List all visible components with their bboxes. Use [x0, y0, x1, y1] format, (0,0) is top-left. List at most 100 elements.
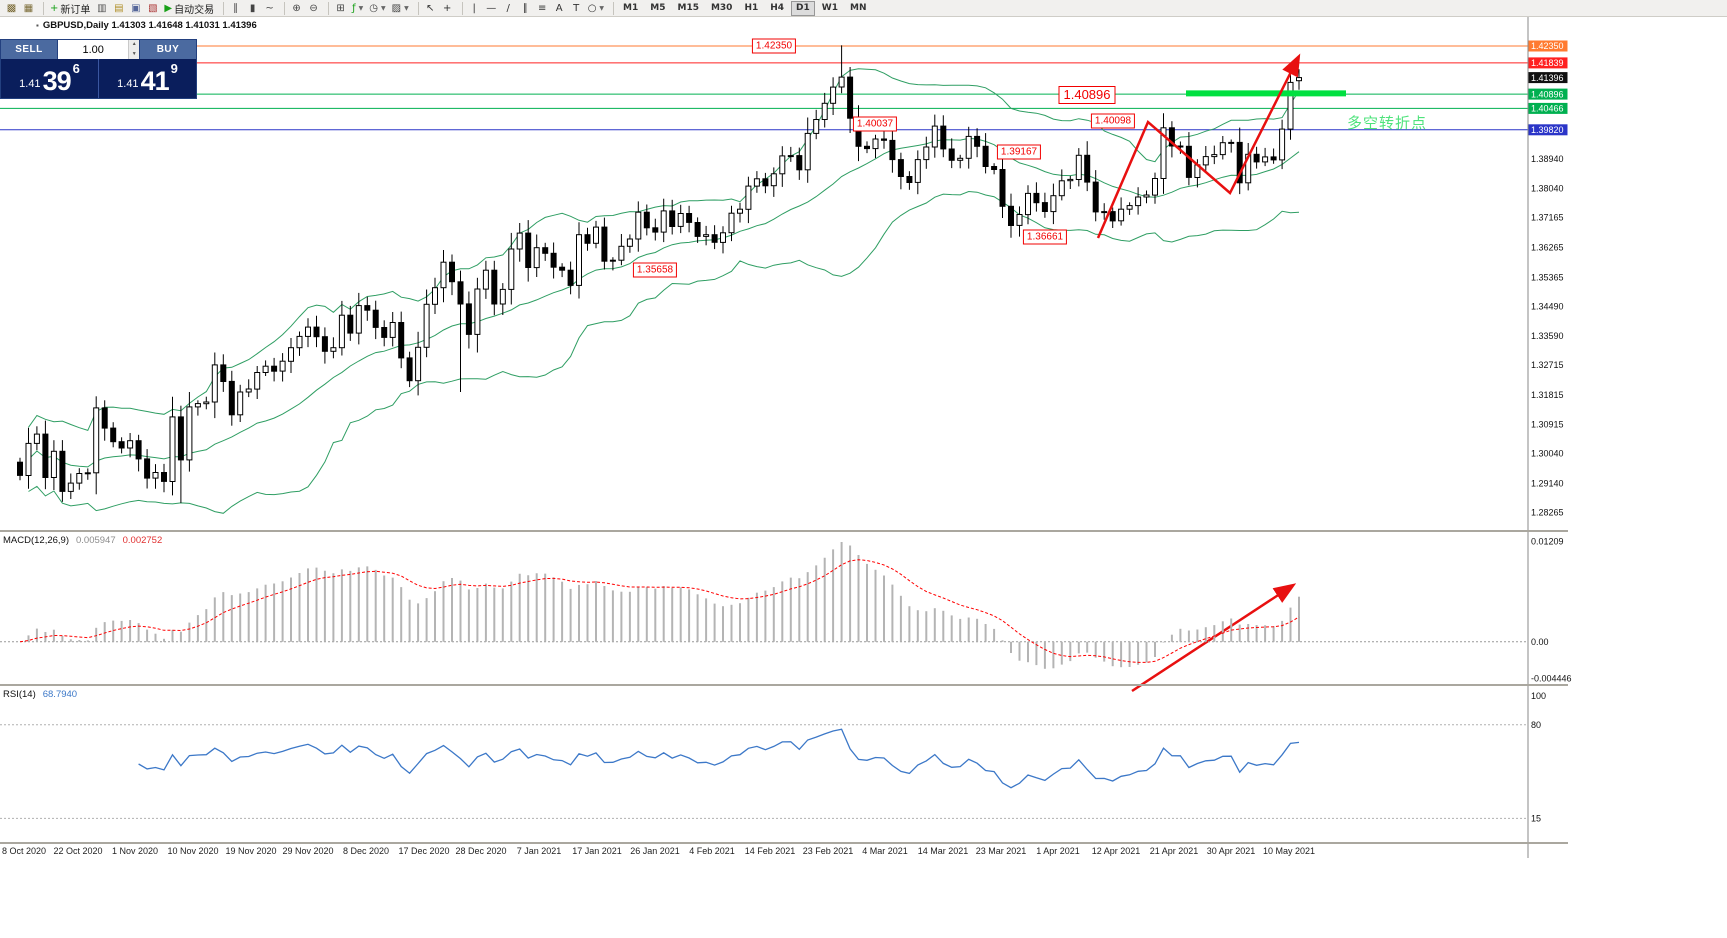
- price-annotation-1.39167[interactable]: 1.39167: [996, 144, 1042, 160]
- timeframe-d1[interactable]: D1: [791, 0, 815, 16]
- toolbar-separator: [610, 1, 615, 15]
- tile-windows-icon[interactable]: ⊞: [332, 1, 349, 16]
- shapes-icon-dropdown-icon[interactable]: ▼: [599, 4, 605, 12]
- timeframe-h4[interactable]: H4: [770, 3, 785, 13]
- text-label-icon[interactable]: T: [568, 1, 585, 16]
- volume-down-icon[interactable]: ▼: [131, 50, 137, 57]
- volume-up-icon[interactable]: ▲: [131, 41, 137, 48]
- chart-window-icon: ▥: [97, 2, 107, 14]
- date-axis[interactable]: 8 Oct 2020 22 Oct 2020 1 Nov 2020 10 Nov 20…: [0, 845, 1568, 858]
- price-tick-label: 1.30915: [1531, 420, 1564, 430]
- templates-icon-dropdown-icon[interactable]: ▼: [404, 4, 409, 12]
- horizontal-line-icon[interactable]: —: [483, 1, 500, 16]
- top-toolbar: ▩ ▦ + 新订单 ▥ ▤ ▣ ▧ ▶ 自动交易 ∥ ▮ ~ ⊕ ⊖ ⊞ ƒ ▼ ◷ ▼ ▨ ▼ ↖ + | — / ∥ ≡ A T ○ ▼ M1…: [0, 0, 1727, 17]
- toolbar-separator: [40, 1, 44, 15]
- zoom-out-icon[interactable]: ⊖: [305, 1, 322, 16]
- price-axis[interactable]: [1528, 17, 1568, 845]
- timeframe-mn[interactable]: MN: [849, 3, 867, 13]
- price-tag-text: 1.40466: [1531, 104, 1564, 114]
- indicators-icon[interactable]: ƒ ▼: [349, 1, 366, 16]
- price-annotation-1.35658[interactable]: 1.35658: [632, 262, 678, 278]
- price-tick-label: 1.38040: [1531, 184, 1564, 194]
- crosshair-icon: +: [442, 2, 452, 14]
- new-order-button[interactable]: + 新订单: [47, 1, 93, 16]
- trendline-icon[interactable]: /: [500, 1, 517, 16]
- text-icon[interactable]: A: [551, 1, 568, 16]
- vertical-line-icon[interactable]: |: [466, 1, 483, 16]
- price-annotation-1.42350[interactable]: 1.42350: [751, 38, 797, 54]
- text-label-icon: T: [573, 2, 580, 14]
- timeframe-m5[interactable]: M5: [650, 3, 666, 13]
- shapes-icon[interactable]: ○ ▼: [585, 1, 607, 16]
- price-tag-1.39820: [1528, 124, 1568, 136]
- one-click-trading-panel: SELL ▲ ▼ BUY 1.41 39 6 1.41 41 9: [0, 39, 197, 99]
- price-annotation-1.40098[interactable]: 1.40098: [1090, 113, 1136, 129]
- profiles-icon[interactable]: ▦: [20, 1, 37, 16]
- fibonacci-icon[interactable]: ≡: [534, 1, 551, 16]
- buy-button[interactable]: BUY: [140, 40, 196, 59]
- data-window-icon[interactable]: ▣: [127, 1, 144, 16]
- market-watch-icon[interactable]: ▤: [110, 1, 127, 16]
- chart-window-icon[interactable]: ▥: [93, 1, 110, 16]
- new-chart-icon[interactable]: ▩: [3, 1, 20, 16]
- volume-spinner[interactable]: ▲ ▼: [128, 40, 139, 59]
- price-annotation-1.40037[interactable]: 1.40037: [852, 116, 898, 132]
- panel-divider-macd-rsi[interactable]: [0, 684, 1568, 686]
- trend-arrow-macd[interactable]: [1131, 583, 1297, 693]
- toolbar-separator: [281, 1, 286, 15]
- horizontal-line-icon: —: [486, 2, 497, 14]
- timeframe-w1[interactable]: W1: [821, 3, 838, 13]
- price-tag-1.40466: [1528, 102, 1568, 114]
- panel-divider-rsi-dates[interactable]: [0, 842, 1568, 844]
- panel-divider-main-macd[interactable]: [0, 530, 1568, 532]
- cursor-icon[interactable]: ↖: [422, 1, 439, 16]
- date-label: 4 Mar 2021: [862, 846, 908, 856]
- periods-icon[interactable]: ◷ ▼: [366, 1, 388, 16]
- crosshair-icon[interactable]: +: [439, 1, 456, 16]
- date-label: 26 Jan 2021: [630, 846, 680, 856]
- line-chart-type-icon[interactable]: ~: [261, 1, 278, 16]
- zoom-out-icon: ⊖: [309, 2, 318, 14]
- price-tick-label: 1.33590: [1531, 331, 1564, 341]
- date-label: 14 Mar 2021: [917, 846, 969, 856]
- equidistant-channel-icon[interactable]: ∥: [517, 1, 534, 16]
- price-tag-1.41396: [1528, 72, 1568, 84]
- zoom-in-icon[interactable]: ⊕: [288, 1, 305, 16]
- sell-price-display[interactable]: 1.41 39 6: [1, 59, 99, 98]
- trend-arrow-main[interactable]: [1096, 53, 1301, 239]
- price-tick-label: 1.38940: [1531, 154, 1564, 164]
- price-tick-label: 1.35365: [1531, 272, 1564, 282]
- candlestick-chart-type-icon[interactable]: ▮: [244, 1, 261, 16]
- timeframe-h1[interactable]: H1: [744, 3, 759, 13]
- autotrading-button[interactable]: ▶ 自动交易: [161, 1, 217, 16]
- navigator-icon[interactable]: ▧: [144, 1, 161, 16]
- rsi-name: RSI(14): [3, 689, 36, 700]
- timeframe-m30[interactable]: M30: [710, 3, 733, 13]
- price-annotation-1.40896[interactable]: 1.40896: [1058, 86, 1116, 104]
- indicators-icon-dropdown-icon[interactable]: ▼: [358, 4, 364, 12]
- trade-panel-prices: 1.41 39 6 1.41 41 9: [1, 59, 196, 98]
- buy-price-display[interactable]: 1.41 41 9: [99, 59, 196, 98]
- timeframe-m1[interactable]: M1: [623, 3, 639, 13]
- volume-input[interactable]: [58, 40, 129, 59]
- price-annotation-1.36661[interactable]: 1.36661: [1022, 229, 1068, 245]
- macd-axis-label: -0.004446: [1531, 674, 1572, 684]
- macd-value-signal: 0.002752: [122, 535, 163, 546]
- timeframe-m15[interactable]: M15: [677, 3, 699, 13]
- macd-label: MACD(12,26,9) 0.005947 0.002752: [3, 535, 162, 546]
- turning-point-annotation[interactable]: 多空转折点: [1347, 115, 1428, 132]
- date-label: 10 Nov 2020: [167, 846, 219, 856]
- price-tag-text: 1.40896: [1531, 89, 1564, 99]
- templates-icon[interactable]: ▨ ▼: [389, 1, 412, 16]
- toolbar-separator: [459, 1, 463, 15]
- trade-panel-controls: SELL ▲ ▼ BUY: [1, 40, 196, 59]
- date-label: 8 Dec 2020: [342, 846, 390, 856]
- periods-icon-dropdown-icon[interactable]: ▼: [380, 4, 386, 12]
- bar-chart-type-icon[interactable]: ∥: [227, 1, 244, 16]
- vertical-line-icon: |: [472, 2, 476, 14]
- sell-button[interactable]: SELL: [1, 40, 57, 59]
- zoom-in-icon: ⊕: [292, 2, 301, 14]
- rsi-axis-label: 15: [1531, 813, 1541, 823]
